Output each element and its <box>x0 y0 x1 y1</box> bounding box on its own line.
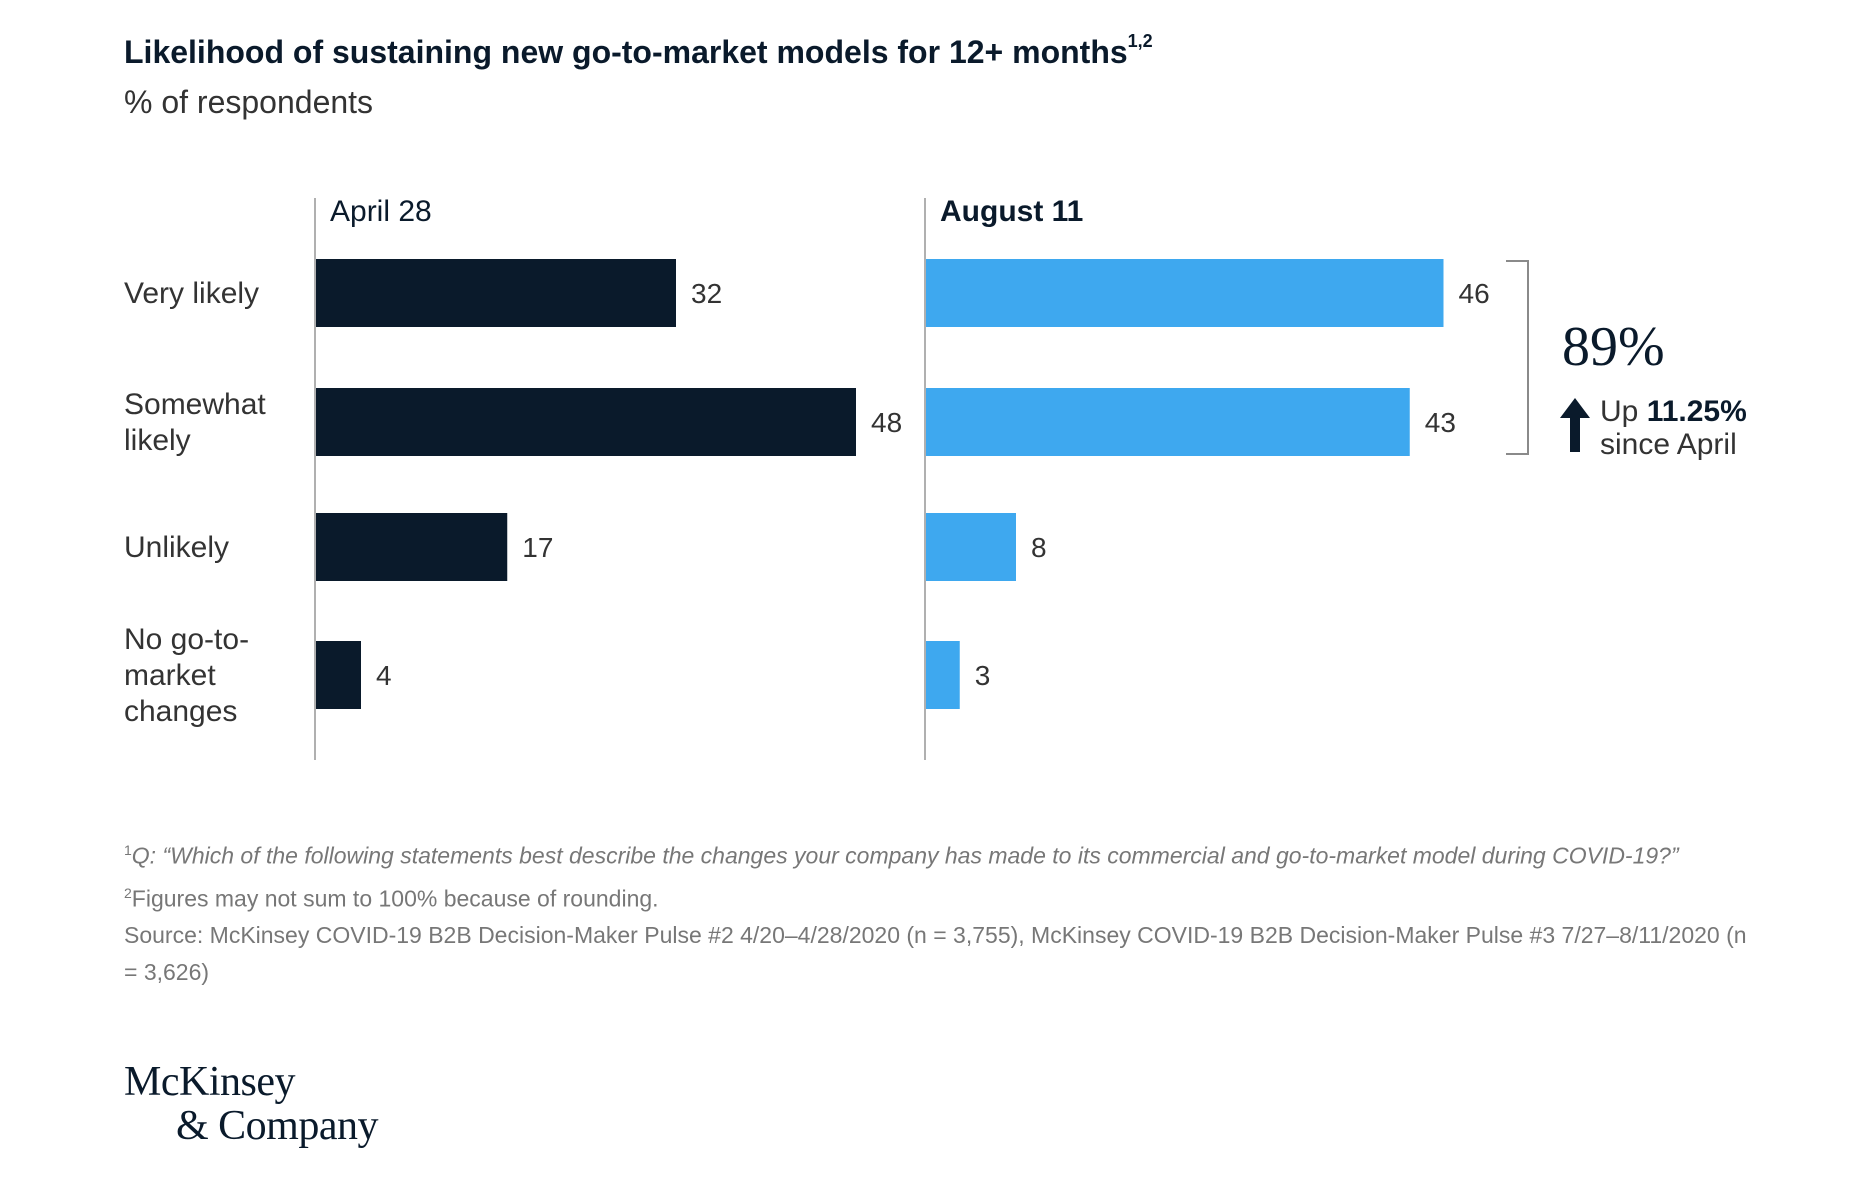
category-label-4-line-3: changes <box>124 695 237 728</box>
mckinsey-logo: McKinsey & Company <box>124 1059 379 1149</box>
arrow-up-icon <box>1560 398 1590 452</box>
data-label-2-2: 43 <box>1425 407 1456 438</box>
category-label-1-line-1: Very likely <box>124 277 259 310</box>
bar-2-1 <box>926 259 1444 327</box>
category-label-2-line-1: Somewhat <box>124 388 266 421</box>
bar-1-1 <box>316 259 676 327</box>
bar-2-2 <box>926 388 1410 456</box>
data-label-1-4: 4 <box>376 660 392 691</box>
logo-line-1: McKinsey <box>124 1059 295 1105</box>
annotation-line-1: Up 11.25% <box>1600 395 1747 428</box>
annotation-big-value: 89% <box>1562 316 1665 378</box>
chart-subtitle: % of respondents <box>124 84 374 120</box>
footnote-1-text: “Which of the following statements best … <box>162 842 1679 869</box>
bar-2-3 <box>926 513 1016 581</box>
source-note: Source: McKinsey COVID-19 B2B Decision-M… <box>124 922 1747 986</box>
annotation-line-1-bold: 11.25% <box>1647 395 1747 428</box>
category-label-2-line-2: likely <box>124 424 191 457</box>
footnote-2-marker: 2 <box>124 884 132 901</box>
annotation-line-2: since April <box>1600 428 1737 461</box>
title-superscript: 1,2 <box>1127 31 1153 52</box>
category-label-4-line-2: market <box>124 659 216 692</box>
bar-1-4 <box>316 641 361 709</box>
data-label-2-1: 46 <box>1459 278 1490 309</box>
chart-title: Likelihood of sustaining new go-to-marke… <box>124 31 1153 71</box>
data-label-1-3: 17 <box>522 532 553 563</box>
annotation-line-1-prefix: Up <box>1600 395 1647 428</box>
footnote-1-marker: 1 <box>124 842 132 858</box>
bar-1-3 <box>316 513 508 581</box>
footnote-1: 1Q: “Which of the following statements b… <box>124 832 1764 875</box>
bracket <box>1506 260 1529 455</box>
data-label-1-1: 32 <box>691 278 722 309</box>
chart-title-text: Likelihood of sustaining new go-to-marke… <box>124 34 1128 70</box>
footnote-2-text: Figures may not sum to 100% because of r… <box>131 885 659 912</box>
bar-chart: April 28 32 48 17 4 August 11 46 43 8 3 Very likel… <box>124 195 1747 760</box>
data-label-2-3: 8 <box>1031 532 1047 563</box>
category-label-4-line-1: No go-to- <box>124 623 249 656</box>
data-label-1-2: 48 <box>871 407 902 438</box>
category-label-3-line-1: Unlikely <box>124 531 229 564</box>
footnote-1-prefix: Q: <box>131 842 163 869</box>
data-label-2-4: 3 <box>975 660 991 691</box>
logo-line-2: & Company <box>176 1103 379 1149</box>
panel-header-1: April 28 <box>330 195 432 228</box>
panel-header-2: August 11 <box>940 195 1083 228</box>
bar-2-4 <box>926 641 960 709</box>
footnotes: 1Q: “Which of the following statements b… <box>124 832 1764 991</box>
footnote-2: 2Figures may not sum to 100% because of … <box>124 875 1764 918</box>
bar-1-2 <box>316 388 856 456</box>
